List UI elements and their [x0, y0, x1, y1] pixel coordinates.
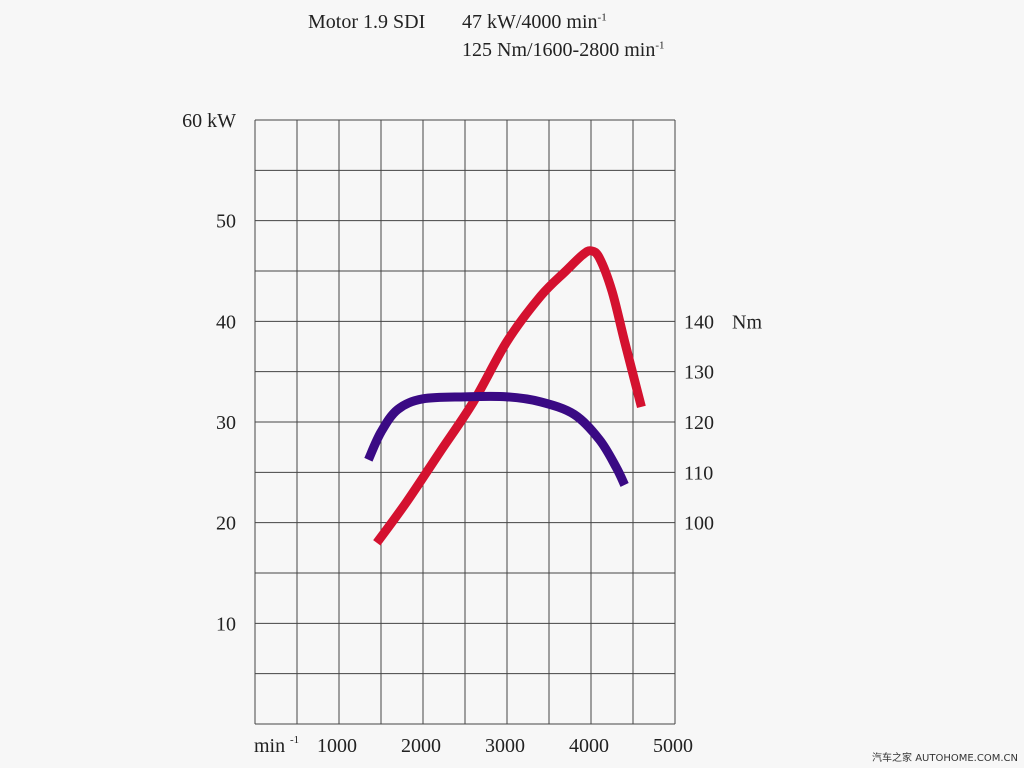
y-left-tick-label: 20	[216, 513, 236, 535]
y-left-tick-label: 30	[216, 412, 236, 434]
x-axis-unit-exponent: -1	[290, 734, 299, 746]
x-tick-label: 3000	[485, 735, 525, 757]
torque-spec: 125 Nm/1600-2800 min-1	[462, 39, 665, 61]
torque-curve	[364, 391, 629, 487]
y-right-tick-label: 120	[684, 412, 714, 434]
y-right-tick-label: 130	[684, 362, 714, 384]
y-right-tick-label: 110	[684, 462, 713, 484]
y-left-tick-label: 10	[216, 613, 236, 635]
y-right-tick-label: 140	[684, 311, 714, 333]
y-right-unit-label: Nm	[732, 311, 762, 333]
engine-model: Motor 1.9 SDI	[308, 11, 426, 33]
y-left-tick-label: 60 kW	[182, 110, 236, 132]
x-tick-label: 4000	[569, 735, 609, 757]
watermark: 汽车之家 AUTOHOME.COM.CN	[872, 753, 1018, 764]
x-axis-unit-label: min	[254, 735, 285, 757]
y-left-tick-label: 50	[216, 211, 236, 233]
power-spec: 47 kW/4000 min-1	[462, 11, 607, 33]
x-tick-label: 1000	[317, 735, 357, 757]
x-tick-label: 2000	[401, 735, 441, 757]
x-tick-label: 5000	[653, 735, 693, 757]
power-curve	[373, 246, 646, 546]
chart-title: Motor 1.9 SDI 47 kW/4000 min-1 125 Nm/16…	[308, 8, 665, 64]
y-left-tick-label: 40	[216, 311, 236, 333]
y-right-tick-label: 100	[684, 513, 714, 535]
